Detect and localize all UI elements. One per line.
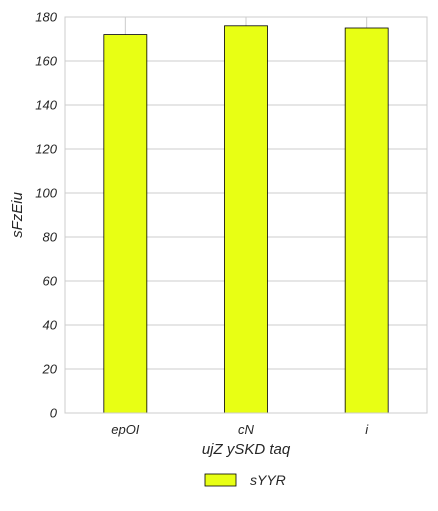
x-tick-label: i bbox=[365, 422, 369, 437]
y-tick-label: 20 bbox=[42, 362, 58, 377]
y-tick-label: 160 bbox=[35, 54, 57, 69]
bars bbox=[103, 25, 389, 414]
bar-epOI bbox=[103, 34, 148, 414]
axes bbox=[64, 16, 428, 414]
y-tick-label: 140 bbox=[35, 98, 57, 113]
y-tick-labels: 0 20 40 60 80 100 120 140 160 180 bbox=[35, 10, 57, 421]
y-tick-label: 60 bbox=[43, 274, 58, 289]
x-tick-label: cN bbox=[238, 422, 255, 437]
legend: sYYR bbox=[204, 472, 286, 488]
legend-swatch bbox=[204, 473, 237, 487]
legend-label: sYYR bbox=[250, 472, 286, 488]
x-tick-labels: epOI cN i bbox=[111, 422, 369, 437]
y-tick-label: 180 bbox=[35, 10, 57, 25]
x-axis-title: ujZ ySKD taq bbox=[202, 441, 291, 458]
y-tick-label: 120 bbox=[35, 142, 57, 157]
y-tick-label: 80 bbox=[43, 230, 58, 245]
bar-i bbox=[344, 27, 389, 414]
plot-frame bbox=[64, 16, 428, 414]
y-tick-label: 40 bbox=[43, 318, 58, 333]
y-tick-label: 100 bbox=[35, 186, 57, 201]
x-tick-label: epOI bbox=[111, 422, 140, 437]
bar-cN bbox=[224, 25, 268, 414]
y-axis-title: sFzEiu bbox=[9, 191, 26, 238]
y-tick-label: 0 bbox=[50, 406, 58, 421]
